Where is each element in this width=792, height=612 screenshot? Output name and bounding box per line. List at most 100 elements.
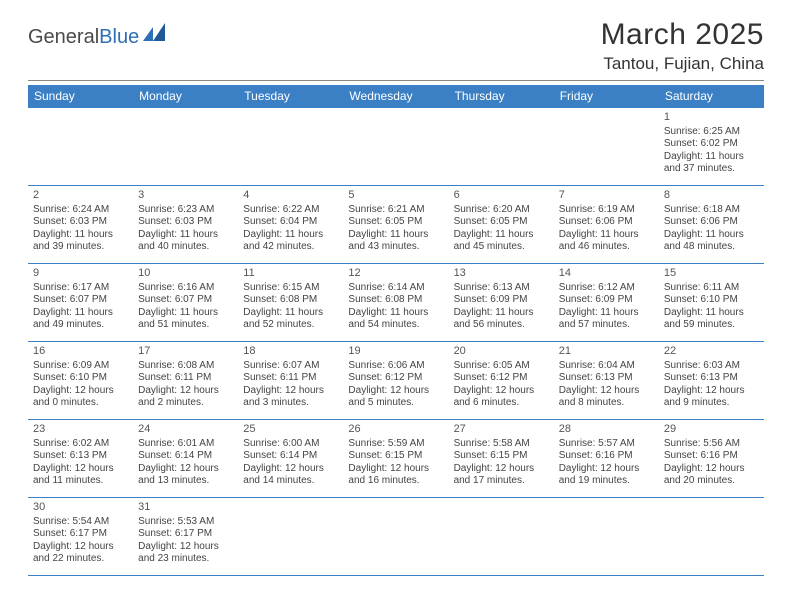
daylight-text: Daylight: 12 hours and 13 minutes.: [138, 463, 233, 488]
day-number: 12: [348, 267, 443, 281]
daylight-text: Daylight: 11 hours and 59 minutes.: [664, 307, 759, 332]
daylight-text: Daylight: 12 hours and 11 minutes.: [33, 463, 128, 488]
sunset-text: Sunset: 6:13 PM: [559, 372, 654, 385]
day-number: 5: [348, 189, 443, 203]
calendar-day-cell: 31Sunrise: 5:53 AMSunset: 6:17 PMDayligh…: [133, 498, 238, 576]
calendar-day-cell: 22Sunrise: 6:03 AMSunset: 6:13 PMDayligh…: [659, 342, 764, 420]
daylight-text: Daylight: 12 hours and 23 minutes.: [138, 541, 233, 566]
day-header: Friday: [554, 85, 659, 108]
sunrise-text: Sunrise: 6:09 AM: [33, 360, 128, 373]
daylight-text: Daylight: 12 hours and 14 minutes.: [243, 463, 338, 488]
sunrise-text: Sunrise: 6:19 AM: [559, 204, 654, 217]
header-divider: [28, 80, 764, 81]
daylight-text: Daylight: 11 hours and 56 minutes.: [454, 307, 549, 332]
calendar-day-cell: 28Sunrise: 5:57 AMSunset: 6:16 PMDayligh…: [554, 420, 659, 498]
day-header-row: SundayMondayTuesdayWednesdayThursdayFrid…: [28, 85, 764, 108]
header: GeneralBlue March 2025 Tantou, Fujian, C…: [28, 18, 764, 74]
sunrise-text: Sunrise: 5:54 AM: [33, 516, 128, 529]
daylight-text: Daylight: 11 hours and 42 minutes.: [243, 229, 338, 254]
calendar-day-cell: 4Sunrise: 6:22 AMSunset: 6:04 PMDaylight…: [238, 186, 343, 264]
sunset-text: Sunset: 6:05 PM: [348, 216, 443, 229]
calendar-day-cell: 8Sunrise: 6:18 AMSunset: 6:06 PMDaylight…: [659, 186, 764, 264]
daylight-text: Daylight: 11 hours and 46 minutes.: [559, 229, 654, 254]
sunrise-text: Sunrise: 6:17 AM: [33, 282, 128, 295]
sunset-text: Sunset: 6:08 PM: [348, 294, 443, 307]
daylight-text: Daylight: 12 hours and 17 minutes.: [454, 463, 549, 488]
daylight-text: Daylight: 12 hours and 22 minutes.: [33, 541, 128, 566]
calendar-day-cell: 18Sunrise: 6:07 AMSunset: 6:11 PMDayligh…: [238, 342, 343, 420]
calendar-head: SundayMondayTuesdayWednesdayThursdayFrid…: [28, 85, 764, 108]
sunset-text: Sunset: 6:02 PM: [664, 138, 759, 151]
day-number: 25: [243, 423, 338, 437]
day-header: Thursday: [449, 85, 554, 108]
sunrise-text: Sunrise: 6:21 AM: [348, 204, 443, 217]
daylight-text: Daylight: 12 hours and 16 minutes.: [348, 463, 443, 488]
day-header: Tuesday: [238, 85, 343, 108]
daylight-text: Daylight: 11 hours and 49 minutes.: [33, 307, 128, 332]
daylight-text: Daylight: 11 hours and 43 minutes.: [348, 229, 443, 254]
day-number: 27: [454, 423, 549, 437]
daylight-text: Daylight: 12 hours and 0 minutes.: [33, 385, 128, 410]
calendar-day-cell: 23Sunrise: 6:02 AMSunset: 6:13 PMDayligh…: [28, 420, 133, 498]
day-number: 2: [33, 189, 128, 203]
sunrise-text: Sunrise: 6:14 AM: [348, 282, 443, 295]
brand-logo: GeneralBlue: [28, 18, 167, 49]
day-number: 3: [138, 189, 233, 203]
sunset-text: Sunset: 6:17 PM: [33, 528, 128, 541]
location: Tantou, Fujian, China: [601, 54, 764, 74]
sunset-text: Sunset: 6:17 PM: [138, 528, 233, 541]
calendar-day-cell: 2Sunrise: 6:24 AMSunset: 6:03 PMDaylight…: [28, 186, 133, 264]
daylight-text: Daylight: 11 hours and 57 minutes.: [559, 307, 654, 332]
calendar-day-cell: 7Sunrise: 6:19 AMSunset: 6:06 PMDaylight…: [554, 186, 659, 264]
daylight-text: Daylight: 12 hours and 3 minutes.: [243, 385, 338, 410]
sunrise-text: Sunrise: 6:20 AM: [454, 204, 549, 217]
calendar-empty-cell: [449, 498, 554, 576]
calendar-empty-cell: [238, 108, 343, 186]
sunrise-text: Sunrise: 6:24 AM: [33, 204, 128, 217]
sunset-text: Sunset: 6:08 PM: [243, 294, 338, 307]
daylight-text: Daylight: 11 hours and 54 minutes.: [348, 307, 443, 332]
calendar-empty-cell: [554, 108, 659, 186]
calendar-week-row: 16Sunrise: 6:09 AMSunset: 6:10 PMDayligh…: [28, 342, 764, 420]
day-number: 19: [348, 345, 443, 359]
calendar-page: GeneralBlue March 2025 Tantou, Fujian, C…: [0, 0, 792, 576]
calendar-day-cell: 26Sunrise: 5:59 AMSunset: 6:15 PMDayligh…: [343, 420, 448, 498]
title-block: March 2025 Tantou, Fujian, China: [601, 18, 764, 74]
calendar-week-row: 23Sunrise: 6:02 AMSunset: 6:13 PMDayligh…: [28, 420, 764, 498]
day-number: 7: [559, 189, 654, 203]
sunset-text: Sunset: 6:15 PM: [348, 450, 443, 463]
day-number: 22: [664, 345, 759, 359]
sunset-text: Sunset: 6:16 PM: [559, 450, 654, 463]
sunset-text: Sunset: 6:07 PM: [33, 294, 128, 307]
sunset-text: Sunset: 6:09 PM: [559, 294, 654, 307]
day-number: 6: [454, 189, 549, 203]
sunrise-text: Sunrise: 6:04 AM: [559, 360, 654, 373]
day-number: 31: [138, 501, 233, 515]
calendar-day-cell: 1Sunrise: 6:25 AMSunset: 6:02 PMDaylight…: [659, 108, 764, 186]
sunset-text: Sunset: 6:14 PM: [138, 450, 233, 463]
sunrise-text: Sunrise: 5:58 AM: [454, 438, 549, 451]
sunrise-text: Sunrise: 6:23 AM: [138, 204, 233, 217]
sunrise-text: Sunrise: 6:25 AM: [664, 126, 759, 139]
logo-mark-icon: [143, 23, 167, 41]
sunset-text: Sunset: 6:13 PM: [664, 372, 759, 385]
calendar-day-cell: 15Sunrise: 6:11 AMSunset: 6:10 PMDayligh…: [659, 264, 764, 342]
sunset-text: Sunset: 6:03 PM: [138, 216, 233, 229]
sunrise-text: Sunrise: 5:59 AM: [348, 438, 443, 451]
day-number: 23: [33, 423, 128, 437]
daylight-text: Daylight: 11 hours and 40 minutes.: [138, 229, 233, 254]
month-title: March 2025: [601, 18, 764, 52]
sunset-text: Sunset: 6:06 PM: [559, 216, 654, 229]
day-number: 9: [33, 267, 128, 281]
calendar-empty-cell: [659, 498, 764, 576]
day-number: 1: [664, 111, 759, 125]
sunset-text: Sunset: 6:12 PM: [348, 372, 443, 385]
daylight-text: Daylight: 12 hours and 8 minutes.: [559, 385, 654, 410]
day-number: 28: [559, 423, 654, 437]
calendar-day-cell: 19Sunrise: 6:06 AMSunset: 6:12 PMDayligh…: [343, 342, 448, 420]
sunrise-text: Sunrise: 5:53 AM: [138, 516, 233, 529]
calendar-day-cell: 5Sunrise: 6:21 AMSunset: 6:05 PMDaylight…: [343, 186, 448, 264]
sunrise-text: Sunrise: 6:15 AM: [243, 282, 338, 295]
sunset-text: Sunset: 6:06 PM: [664, 216, 759, 229]
sunrise-text: Sunrise: 6:16 AM: [138, 282, 233, 295]
